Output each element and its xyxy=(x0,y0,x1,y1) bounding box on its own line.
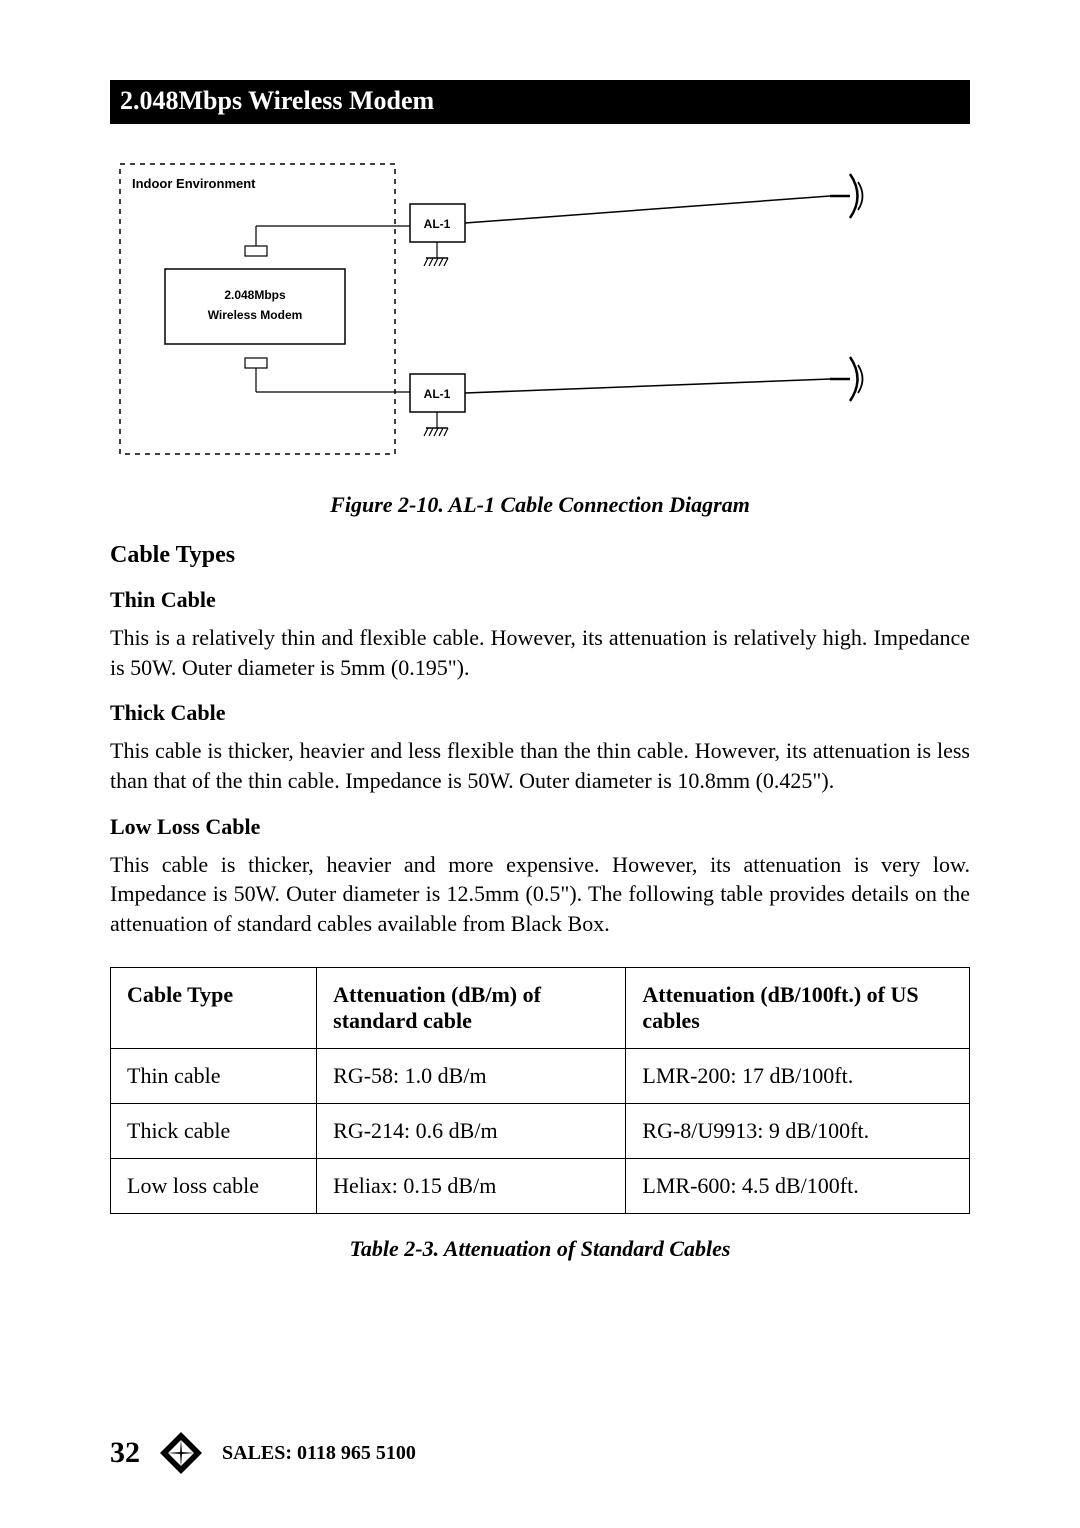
table-header-cell: Attenuation (dB/100ft.) of US cables xyxy=(626,967,970,1048)
page-root: 2.048Mbps Wireless Modem Indoor Environm… xyxy=(0,0,1080,1528)
lowloss-cable-body: This cable is thicker, heavier and more … xyxy=(110,850,970,939)
table-row: Thick cable RG-214: 0.6 dB/m RG-8/U9913:… xyxy=(111,1103,970,1158)
table-row: Thin cable RG-58: 1.0 dB/m LMR-200: 17 d… xyxy=(111,1048,970,1103)
page-title: 2.048Mbps Wireless Modem xyxy=(120,86,434,115)
page-header-bar: 2.048Mbps Wireless Modem xyxy=(110,80,970,124)
attenuation-table: Cable Type Attenuation (dB/m) of standar… xyxy=(110,967,970,1214)
page-number: 32 xyxy=(110,1436,140,1470)
antenna-icon xyxy=(830,357,863,401)
footer-sales-text: SALES: 0118 965 5100 xyxy=(222,1442,416,1465)
table-cell: RG-214: 0.6 dB/m xyxy=(317,1103,626,1158)
thick-cable-body: This cable is thicker, heavier and less … xyxy=(110,736,970,795)
table-cell: RG-8/U9913: 9 dB/100ft. xyxy=(626,1103,970,1158)
modem-label-line2: Wireless Modem xyxy=(208,308,303,322)
ground-icon xyxy=(424,428,448,436)
diagram-container: Indoor Environment 2.048Mbps Wireless Mo… xyxy=(110,154,970,464)
thick-cable-heading: Thick Cable xyxy=(110,700,970,726)
diamond-logo-icon xyxy=(158,1430,204,1476)
thin-cable-body: This is a relatively thin and flexible c… xyxy=(110,623,970,682)
modem-label-line1: 2.048Mbps xyxy=(224,288,286,302)
table-cell: Thin cable xyxy=(111,1048,317,1103)
table-row: Low loss cable Heliax: 0.15 dB/m LMR-600… xyxy=(111,1158,970,1213)
al1-label-top: AL-1 xyxy=(424,217,451,231)
table-caption: Table 2-3. Attenuation of Standard Cable… xyxy=(110,1236,970,1262)
antenna-icon xyxy=(830,174,863,218)
cable-types-heading: Cable Types xyxy=(110,542,970,569)
table-cell: Low loss cable xyxy=(111,1158,317,1213)
cable-connection-diagram: Indoor Environment 2.048Mbps Wireless Mo… xyxy=(110,154,870,464)
table-cell: Thick cable xyxy=(111,1103,317,1158)
table-cell: LMR-200: 17 dB/100ft. xyxy=(626,1048,970,1103)
page-footer: 32 SALES: 0118 965 5100 xyxy=(110,1430,416,1476)
table-cell: LMR-600: 4.5 dB/100ft. xyxy=(626,1158,970,1213)
table-cell: Heliax: 0.15 dB/m xyxy=(317,1158,626,1213)
figure-caption: Figure 2-10. AL-1 Cable Connection Diagr… xyxy=(110,492,970,518)
thin-cable-heading: Thin Cable xyxy=(110,587,970,613)
table-header-cell: Cable Type xyxy=(111,967,317,1048)
table-header-cell: Attenuation (dB/m) of standard cable xyxy=(317,967,626,1048)
table-header-row: Cable Type Attenuation (dB/m) of standar… xyxy=(111,967,970,1048)
indoor-env-label: Indoor Environment xyxy=(132,176,256,191)
lowloss-cable-heading: Low Loss Cable xyxy=(110,814,970,840)
table-cell: RG-58: 1.0 dB/m xyxy=(317,1048,626,1103)
al1-label-bottom: AL-1 xyxy=(424,387,451,401)
ground-icon xyxy=(424,258,448,266)
